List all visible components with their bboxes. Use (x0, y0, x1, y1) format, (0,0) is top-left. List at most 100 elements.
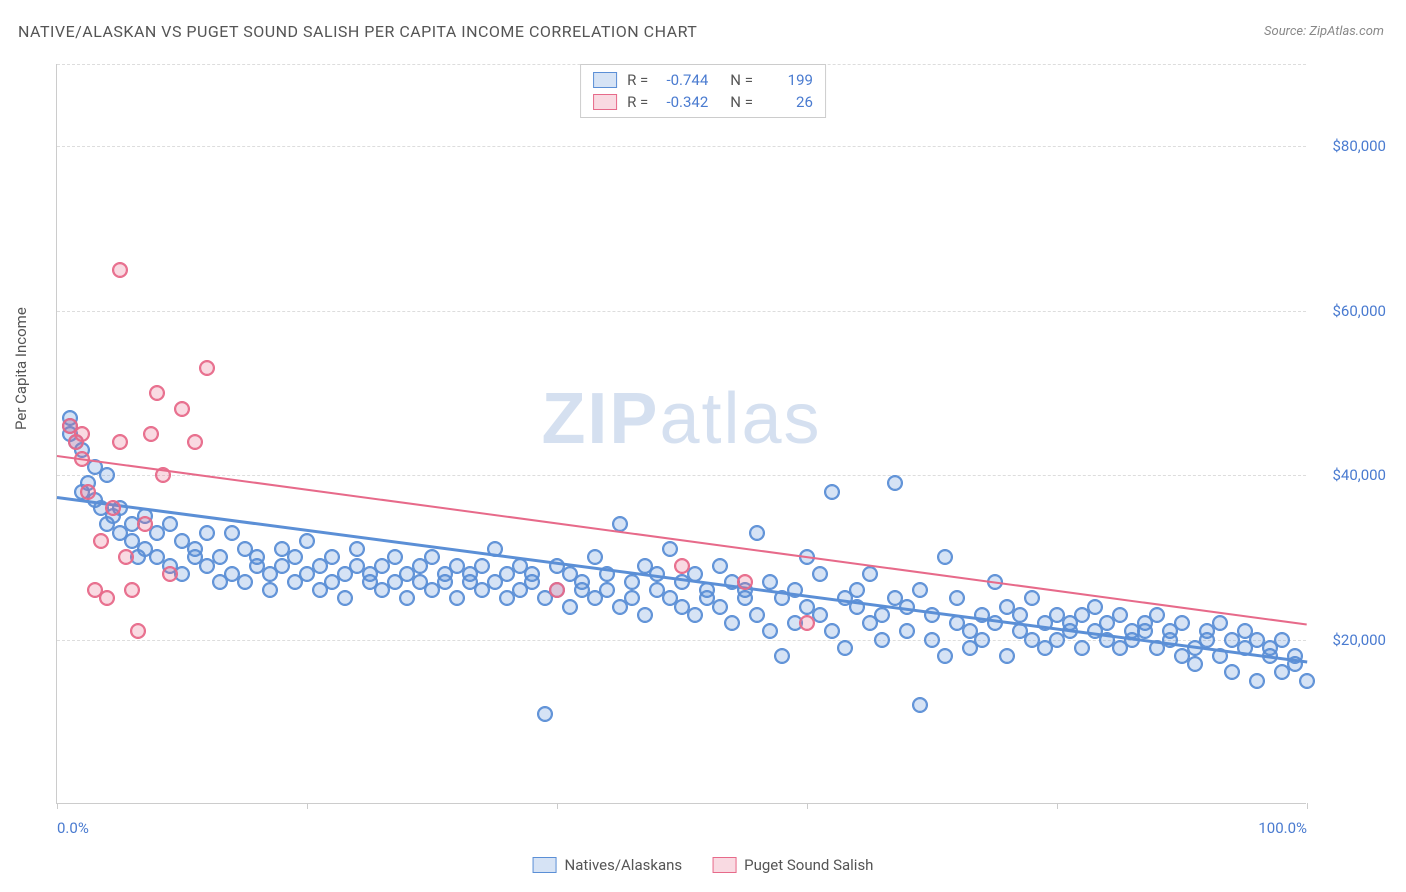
scatter-point (1012, 607, 1028, 623)
x-tick-label: 100.0% (1258, 819, 1307, 837)
legend-swatch (593, 94, 617, 110)
gridline (57, 475, 1306, 476)
scatter-point (99, 590, 115, 606)
r-label: R = (627, 93, 648, 111)
scatter-point (262, 582, 278, 598)
scatter-point (249, 549, 265, 565)
scatter-point (912, 582, 928, 598)
scatter-point (324, 549, 340, 565)
scatter-point (899, 623, 915, 639)
scatter-point (212, 549, 228, 565)
scatter-point (1024, 590, 1040, 606)
x-tick (1307, 803, 1308, 809)
scatter-point (624, 574, 640, 590)
scatter-point (137, 516, 153, 532)
scatter-point (724, 615, 740, 631)
n-value: 199 (763, 71, 813, 89)
scatter-point (80, 484, 96, 500)
scatter-point (862, 566, 878, 582)
scatter-point (162, 516, 178, 532)
scatter-point (799, 615, 815, 631)
scatter-point (449, 590, 465, 606)
legend-series-item: Puget Sound Salish (712, 856, 873, 874)
scatter-point (74, 426, 90, 442)
scatter-point (112, 262, 128, 278)
legend-series-label: Natives/Alaskans (565, 856, 683, 874)
scatter-point (924, 632, 940, 648)
scatter-point (99, 467, 115, 483)
scatter-point (849, 582, 865, 598)
legend-stat-row: R =-0.744N =199 (593, 69, 813, 91)
scatter-point (1074, 640, 1090, 656)
scatter-point (762, 623, 778, 639)
gridline (57, 311, 1306, 312)
scatter-point (1274, 632, 1290, 648)
scatter-point (1224, 664, 1240, 680)
scatter-point (824, 623, 840, 639)
scatter-point (874, 632, 890, 648)
scatter-point (887, 475, 903, 491)
y-tick-label: $60,000 (1316, 302, 1386, 320)
x-tick (57, 803, 58, 809)
scatter-point (224, 525, 240, 541)
x-tick (807, 803, 808, 809)
source-attribution: Source: ZipAtlas.com (1264, 24, 1384, 39)
scatter-point (199, 525, 215, 541)
scatter-point (237, 574, 253, 590)
scatter-point (537, 706, 553, 722)
scatter-point (1112, 607, 1128, 623)
scatter-point (1187, 656, 1203, 672)
scatter-point (937, 549, 953, 565)
scatter-point (949, 590, 965, 606)
scatter-point (1149, 607, 1165, 623)
scatter-point (937, 648, 953, 664)
scatter-point (387, 549, 403, 565)
n-label: N = (730, 93, 753, 111)
scatter-point (999, 648, 1015, 664)
scatter-point (149, 385, 165, 401)
y-axis-label: Per Capita Income (12, 307, 30, 430)
legend-swatch (712, 857, 736, 873)
plot-area: ZIPatlas $20,000$40,000$60,000$80,0000.0… (56, 64, 1306, 804)
x-tick (557, 803, 558, 809)
y-tick-label: $80,000 (1316, 137, 1386, 155)
scatter-point (599, 582, 615, 598)
scatter-point (674, 558, 690, 574)
scatter-point (587, 549, 603, 565)
scatter-point (549, 582, 565, 598)
scatter-point (637, 607, 653, 623)
legend-swatch (593, 72, 617, 88)
scatter-point (762, 574, 778, 590)
scatter-point (118, 549, 134, 565)
scatter-point (812, 566, 828, 582)
scatter-point (749, 607, 765, 623)
n-value: 26 (763, 93, 813, 111)
scatter-point (349, 541, 365, 557)
scatter-point (299, 533, 315, 549)
watermark-atlas: atlas (659, 379, 821, 459)
legend-swatch (533, 857, 557, 873)
series-legend: Natives/Alaskans Puget Sound Salish (533, 856, 874, 874)
scatter-point (924, 607, 940, 623)
scatter-point (199, 360, 215, 376)
scatter-point (474, 558, 490, 574)
scatter-point (187, 434, 203, 450)
scatter-point (824, 484, 840, 500)
legend-series-item: Natives/Alaskans (533, 856, 683, 874)
watermark-zip: ZIP (541, 379, 659, 459)
scatter-point (93, 533, 109, 549)
scatter-point (737, 590, 753, 606)
scatter-point (837, 640, 853, 656)
scatter-point (624, 590, 640, 606)
scatter-point (987, 615, 1003, 631)
scatter-point (1137, 623, 1153, 639)
scatter-point (143, 426, 159, 442)
r-value: -0.744 (658, 71, 708, 89)
legend-stat-row: R =-0.342N =26 (593, 91, 813, 113)
scatter-point (712, 558, 728, 574)
y-tick-label: $40,000 (1316, 466, 1386, 484)
watermark-text: ZIPatlas (541, 378, 821, 460)
scatter-point (687, 607, 703, 623)
legend-series-label: Puget Sound Salish (744, 856, 873, 874)
scatter-point (1249, 673, 1265, 689)
